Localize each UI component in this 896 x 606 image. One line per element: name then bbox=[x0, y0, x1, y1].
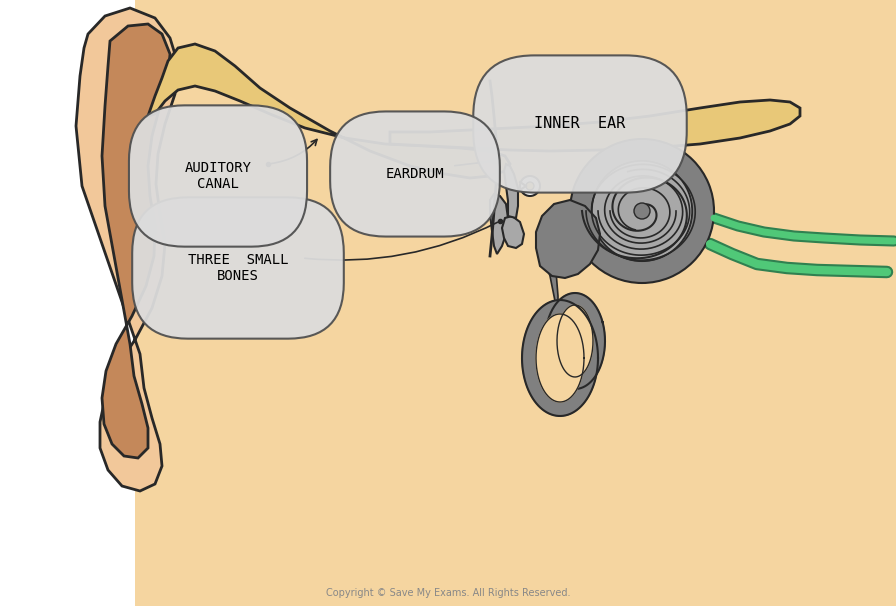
Wedge shape bbox=[592, 161, 692, 261]
Polygon shape bbox=[557, 305, 593, 377]
Polygon shape bbox=[522, 300, 598, 416]
Polygon shape bbox=[390, 100, 800, 151]
Polygon shape bbox=[545, 256, 558, 324]
Polygon shape bbox=[502, 216, 524, 248]
Wedge shape bbox=[570, 139, 714, 283]
Polygon shape bbox=[148, 44, 510, 178]
Circle shape bbox=[526, 182, 534, 190]
Polygon shape bbox=[536, 314, 584, 402]
Polygon shape bbox=[76, 8, 178, 491]
Text: INNER  EAR: INNER EAR bbox=[534, 116, 625, 132]
Polygon shape bbox=[504, 164, 518, 218]
Text: Copyright © Save My Exams. All Rights Reserved.: Copyright © Save My Exams. All Rights Re… bbox=[326, 588, 570, 598]
Circle shape bbox=[634, 203, 650, 219]
Polygon shape bbox=[545, 293, 605, 389]
Text: EARDRUM: EARDRUM bbox=[385, 167, 444, 181]
Polygon shape bbox=[536, 200, 600, 278]
Text: THREE  SMALL
BONES: THREE SMALL BONES bbox=[188, 253, 289, 283]
Circle shape bbox=[520, 176, 540, 196]
Polygon shape bbox=[102, 24, 170, 458]
Text: AUDITORY
CANAL: AUDITORY CANAL bbox=[185, 161, 252, 191]
Polygon shape bbox=[490, 194, 508, 254]
Bar bbox=[0, 0, 135, 606]
